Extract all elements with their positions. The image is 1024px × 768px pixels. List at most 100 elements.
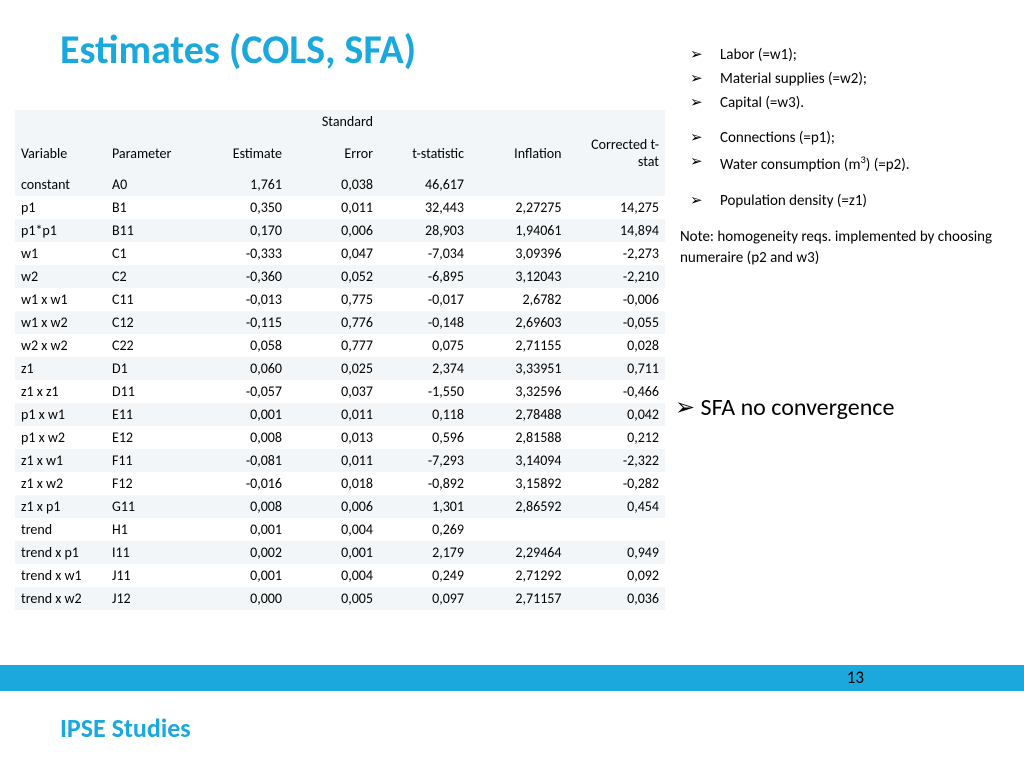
cell: z1 x w2 bbox=[15, 472, 106, 495]
cell: -0,115 bbox=[197, 311, 288, 334]
cell: p1 bbox=[15, 196, 106, 219]
cell: 0,038 bbox=[288, 173, 379, 196]
table-row: p1B10,3500,01132,4432,2727514,275 bbox=[15, 196, 665, 219]
cell: 2,78488 bbox=[470, 403, 568, 426]
cell: 14,275 bbox=[568, 196, 666, 219]
cell: z1 x z1 bbox=[15, 380, 106, 403]
cell: 0,011 bbox=[288, 449, 379, 472]
h1c5 bbox=[470, 110, 568, 133]
sidebar-item: Connections (=p1); bbox=[680, 128, 1010, 150]
cell: 0,006 bbox=[288, 495, 379, 518]
homogeneity-note: Note: homogeneity reqs. implemented by c… bbox=[680, 227, 1010, 271]
cell: -0,016 bbox=[197, 472, 288, 495]
cell: 2,86592 bbox=[470, 495, 568, 518]
cell: 0,058 bbox=[197, 334, 288, 357]
cell: -2,322 bbox=[568, 449, 666, 472]
cell: 0,075 bbox=[379, 334, 470, 357]
cell: 0,170 bbox=[197, 219, 288, 242]
cell: 3,32596 bbox=[470, 380, 568, 403]
cell: 3,15892 bbox=[470, 472, 568, 495]
cell: -0,013 bbox=[197, 288, 288, 311]
footer-brand: IPSE Studies bbox=[60, 712, 191, 744]
cell: C11 bbox=[106, 288, 197, 311]
header-row-2: Variable Parameter Estimate Error t-stat… bbox=[15, 133, 665, 173]
cell: z1 x p1 bbox=[15, 495, 106, 518]
cell: D11 bbox=[106, 380, 197, 403]
table-row: w2 x w2C220,0580,7770,0752,711550,028 bbox=[15, 334, 665, 357]
table-row: trendH10,0010,0040,269 bbox=[15, 518, 665, 541]
cell: F12 bbox=[106, 472, 197, 495]
h1c4 bbox=[379, 110, 470, 133]
cell: 0,949 bbox=[568, 541, 666, 564]
cell: B1 bbox=[106, 196, 197, 219]
header-row-1: Standard bbox=[15, 110, 665, 133]
cell bbox=[568, 518, 666, 541]
h1c3: Standard bbox=[288, 110, 379, 133]
cell: p1*p1 bbox=[15, 219, 106, 242]
cell: E11 bbox=[106, 403, 197, 426]
table-row: w1 x w2C12-0,1150,776-0,1482,69603-0,055 bbox=[15, 311, 665, 334]
cell: 0,001 bbox=[197, 564, 288, 587]
cell: 2,81588 bbox=[470, 426, 568, 449]
cell: 3,09396 bbox=[470, 242, 568, 265]
cell: 0,028 bbox=[568, 334, 666, 357]
cell: -7,293 bbox=[379, 449, 470, 472]
page-number: 13 bbox=[847, 667, 864, 688]
h2c1: Parameter bbox=[106, 133, 197, 173]
estimates-table-wrap: Standard Variable Parameter Estimate Err… bbox=[15, 110, 665, 610]
cell: -2,273 bbox=[568, 242, 666, 265]
cell: 2,71292 bbox=[470, 564, 568, 587]
cell: 2,27275 bbox=[470, 196, 568, 219]
h2c4: t-statistic bbox=[379, 133, 470, 173]
sidebar-item: Labor (=w1); bbox=[680, 45, 1010, 67]
cell: 0,350 bbox=[197, 196, 288, 219]
cell: 0,011 bbox=[288, 196, 379, 219]
h2c3: Error bbox=[288, 133, 379, 173]
cell: 0,000 bbox=[197, 587, 288, 610]
cell: E12 bbox=[106, 426, 197, 449]
group-inputs-w: Labor (=w1);Material supplies (=w2);Capi… bbox=[680, 45, 1010, 114]
table-row: w2C2-0,3600,052-6,8953,12043-2,210 bbox=[15, 265, 665, 288]
cell: 46,617 bbox=[379, 173, 470, 196]
cell: 0,002 bbox=[197, 541, 288, 564]
cell: 0,006 bbox=[288, 219, 379, 242]
cell: 0,001 bbox=[288, 541, 379, 564]
cell: 0,008 bbox=[197, 426, 288, 449]
cell: -0,466 bbox=[568, 380, 666, 403]
cell: 0,047 bbox=[288, 242, 379, 265]
h2c0: Variable bbox=[15, 133, 106, 173]
cell: z1 bbox=[15, 357, 106, 380]
footer-bar bbox=[0, 665, 1024, 691]
table-row: z1 x z1D11-0,0570,037-1,5503,32596-0,466 bbox=[15, 380, 665, 403]
cell: 0,001 bbox=[197, 518, 288, 541]
cell: C12 bbox=[106, 311, 197, 334]
cell: 0,011 bbox=[288, 403, 379, 426]
cell: 0,060 bbox=[197, 357, 288, 380]
cell: w1 bbox=[15, 242, 106, 265]
cell: H1 bbox=[106, 518, 197, 541]
cell: 1,94061 bbox=[470, 219, 568, 242]
cell: 0,004 bbox=[288, 564, 379, 587]
cell bbox=[568, 173, 666, 196]
cell: trend x w1 bbox=[15, 564, 106, 587]
table-row: trend x w1J110,0010,0040,2492,712920,092 bbox=[15, 564, 665, 587]
cell: 2,179 bbox=[379, 541, 470, 564]
cell: -0,282 bbox=[568, 472, 666, 495]
table-row: z1D10,0600,0252,3743,339510,711 bbox=[15, 357, 665, 380]
cell: I11 bbox=[106, 541, 197, 564]
cell: 0,454 bbox=[568, 495, 666, 518]
cell: 0,008 bbox=[197, 495, 288, 518]
cell: 1,301 bbox=[379, 495, 470, 518]
cell: 3,14094 bbox=[470, 449, 568, 472]
table-row: trend x p1I110,0020,0012,1792,294640,949 bbox=[15, 541, 665, 564]
cell: p1 x w2 bbox=[15, 426, 106, 449]
cell: F11 bbox=[106, 449, 197, 472]
table-row: z1 x w1F11-0,0810,011-7,2933,14094-2,322 bbox=[15, 449, 665, 472]
cell: trend bbox=[15, 518, 106, 541]
cell bbox=[470, 518, 568, 541]
cell: -0,055 bbox=[568, 311, 666, 334]
h2c5: Inflation bbox=[470, 133, 568, 173]
cell: -1,550 bbox=[379, 380, 470, 403]
cell: 2,29464 bbox=[470, 541, 568, 564]
cell: -0,057 bbox=[197, 380, 288, 403]
